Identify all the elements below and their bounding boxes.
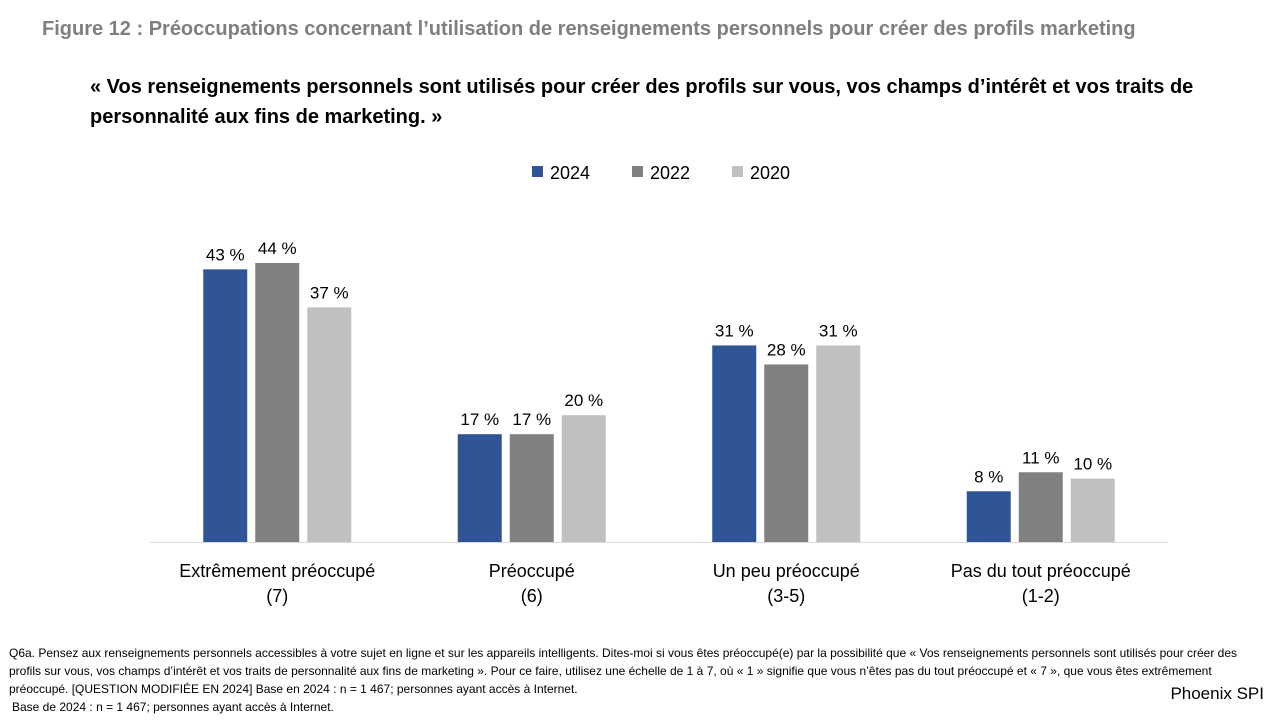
footnote: Q6a. Pensez aux renseignements personnel… xyxy=(9,644,1259,716)
data-label-2022-1: 17 % xyxy=(512,410,551,429)
footnote-base: Base de 2024 : n = 1 467; personnes ayan… xyxy=(12,700,334,714)
bar-2020-3 xyxy=(1070,478,1115,542)
data-label-2022-2: 28 % xyxy=(767,340,806,359)
figure-title: Figure 12 : Préoccupations concernant l’… xyxy=(42,18,1136,40)
category-label-0-1: (7) xyxy=(266,586,288,606)
bar-2024-3 xyxy=(966,491,1011,542)
bar-2024-2 xyxy=(712,345,757,542)
legend-swatch-2024 xyxy=(532,166,543,177)
bar-2024-0 xyxy=(203,269,248,542)
legend-swatch-2020 xyxy=(732,166,743,177)
bar-chart: 2024 2022 2020 43 % 44 % 37 % Extrêmement préo… xyxy=(150,163,1168,606)
brand-label: Phoenix SPI xyxy=(1170,684,1264,703)
data-label-2024-0: 43 % xyxy=(206,245,245,264)
data-label-2024-3: 8 % xyxy=(974,467,1003,486)
legend-swatch-2022 xyxy=(632,166,643,177)
category-label-2-0: Un peu préoccupé xyxy=(713,561,860,581)
chart-subtitle: « Vos renseignements personnels sont uti… xyxy=(90,76,1194,128)
category-label-3-0: Pas du tout préoccupé xyxy=(951,561,1131,581)
category-label-3-1: (1-2) xyxy=(1022,586,1060,606)
bar-2022-2 xyxy=(764,364,809,542)
data-label-2020-1: 20 % xyxy=(564,391,603,410)
bar-2022-3 xyxy=(1018,472,1063,542)
bar-2022-1 xyxy=(509,434,554,542)
bar-2020-0 xyxy=(307,307,352,542)
data-label-2020-2: 31 % xyxy=(819,321,858,340)
category-label-2-1: (3-5) xyxy=(767,586,805,606)
data-label-2024-1: 17 % xyxy=(460,410,499,429)
bar-2020-1 xyxy=(561,415,606,542)
data-label-2020-0: 37 % xyxy=(310,283,349,302)
legend-label-2024: 2024 xyxy=(550,163,590,183)
data-label-2020-3: 10 % xyxy=(1073,455,1112,474)
footnote-question: Q6a. Pensez aux renseignements personnel… xyxy=(9,646,1237,696)
bar-2022-0 xyxy=(255,263,300,542)
bar-2020-2 xyxy=(816,345,861,542)
bar-2024-1 xyxy=(457,434,502,542)
legend-label-2022: 2022 xyxy=(650,163,690,183)
legend-label-2020: 2020 xyxy=(750,163,790,183)
category-label-1-1: (6) xyxy=(521,586,543,606)
category-label-0-0: Extrêmement préoccupé xyxy=(179,561,375,581)
data-label-2022-0: 44 % xyxy=(258,239,297,258)
category-label-1-0: Préoccupé xyxy=(489,561,575,581)
data-label-2024-2: 31 % xyxy=(715,321,754,340)
data-label-2022-3: 11 % xyxy=(1022,448,1060,467)
